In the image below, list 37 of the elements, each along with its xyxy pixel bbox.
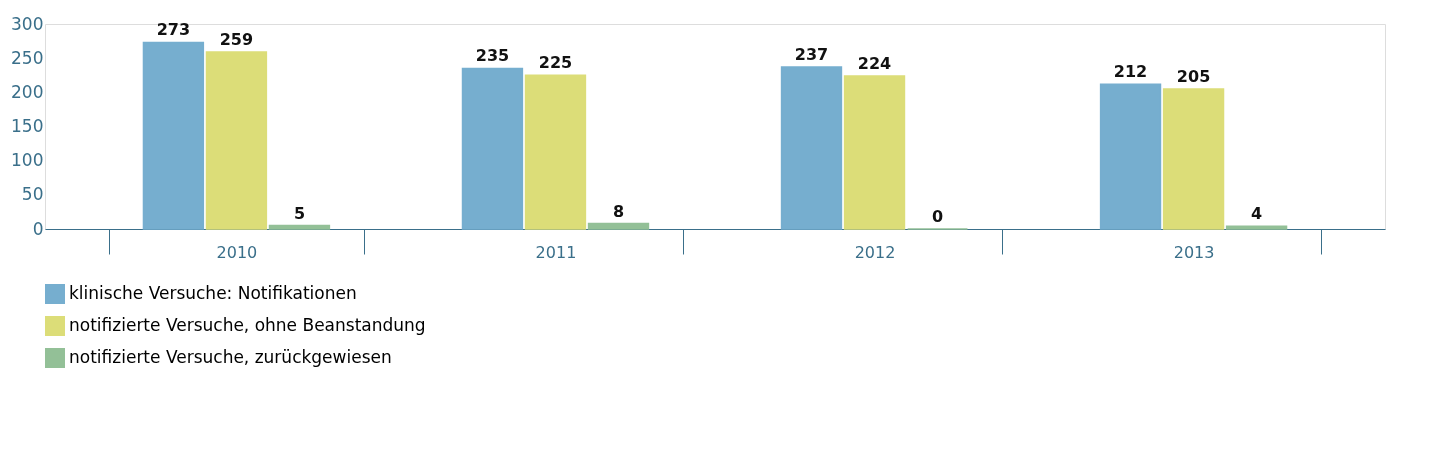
y-tick-label: 0: [32, 218, 44, 239]
bar: [1162, 88, 1225, 230]
data-label: 273: [156, 20, 191, 40]
x-tick-label: 2013: [1173, 242, 1215, 262]
x-tick-label: 2011: [535, 242, 577, 262]
data-label: 212: [1113, 62, 1148, 82]
y-tick-label: 50: [21, 184, 44, 205]
data-label: 225: [538, 53, 573, 73]
data-label: 4: [1251, 204, 1263, 224]
y-tick-label: 300: [11, 13, 44, 34]
data-label: 8: [612, 201, 625, 221]
data-label: 0: [931, 207, 944, 226]
y-tick-label: 200: [11, 81, 44, 102]
data-label: 237: [794, 45, 829, 65]
x-tick-label: 2010: [216, 242, 258, 262]
y-tick-label: 100: [11, 150, 44, 171]
data-label: 5: [293, 203, 306, 223]
legend-label: notifizierte Versuche, zurückgewiesen: [69, 347, 392, 367]
bar: [843, 75, 906, 230]
bar: [461, 67, 524, 230]
bar: [524, 74, 587, 230]
data-label: 224: [857, 53, 892, 73]
bar: [268, 224, 331, 230]
y-tick-label: 250: [11, 47, 44, 68]
legend-label: klinische Versuche: Notifikationen: [69, 283, 357, 303]
bar: [205, 51, 268, 230]
data-label: 205: [1176, 66, 1211, 86]
bar: [780, 66, 843, 230]
bar: [142, 41, 205, 230]
data-label: 235: [475, 46, 510, 66]
bar: [587, 222, 650, 230]
bar: [1225, 225, 1288, 230]
bar: [1099, 83, 1162, 230]
data-label: 259: [219, 30, 254, 50]
y-tick-label: 150: [11, 116, 44, 136]
x-tick-label: 2012: [854, 242, 896, 262]
legend-label: notifizierte Versuche, ohne Beanstandung: [69, 315, 426, 335]
